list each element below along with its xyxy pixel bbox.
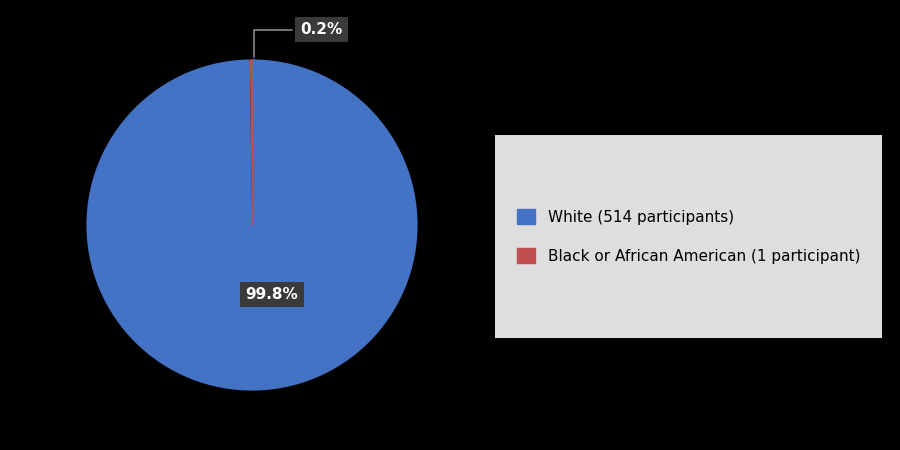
Text: 99.8%: 99.8% <box>246 287 298 302</box>
Wedge shape <box>86 59 418 391</box>
Wedge shape <box>250 59 252 225</box>
Text: 0.2%: 0.2% <box>255 22 343 57</box>
Legend: White (514 participants), Black or African American (1 participant): White (514 participants), Black or Afric… <box>501 194 876 279</box>
